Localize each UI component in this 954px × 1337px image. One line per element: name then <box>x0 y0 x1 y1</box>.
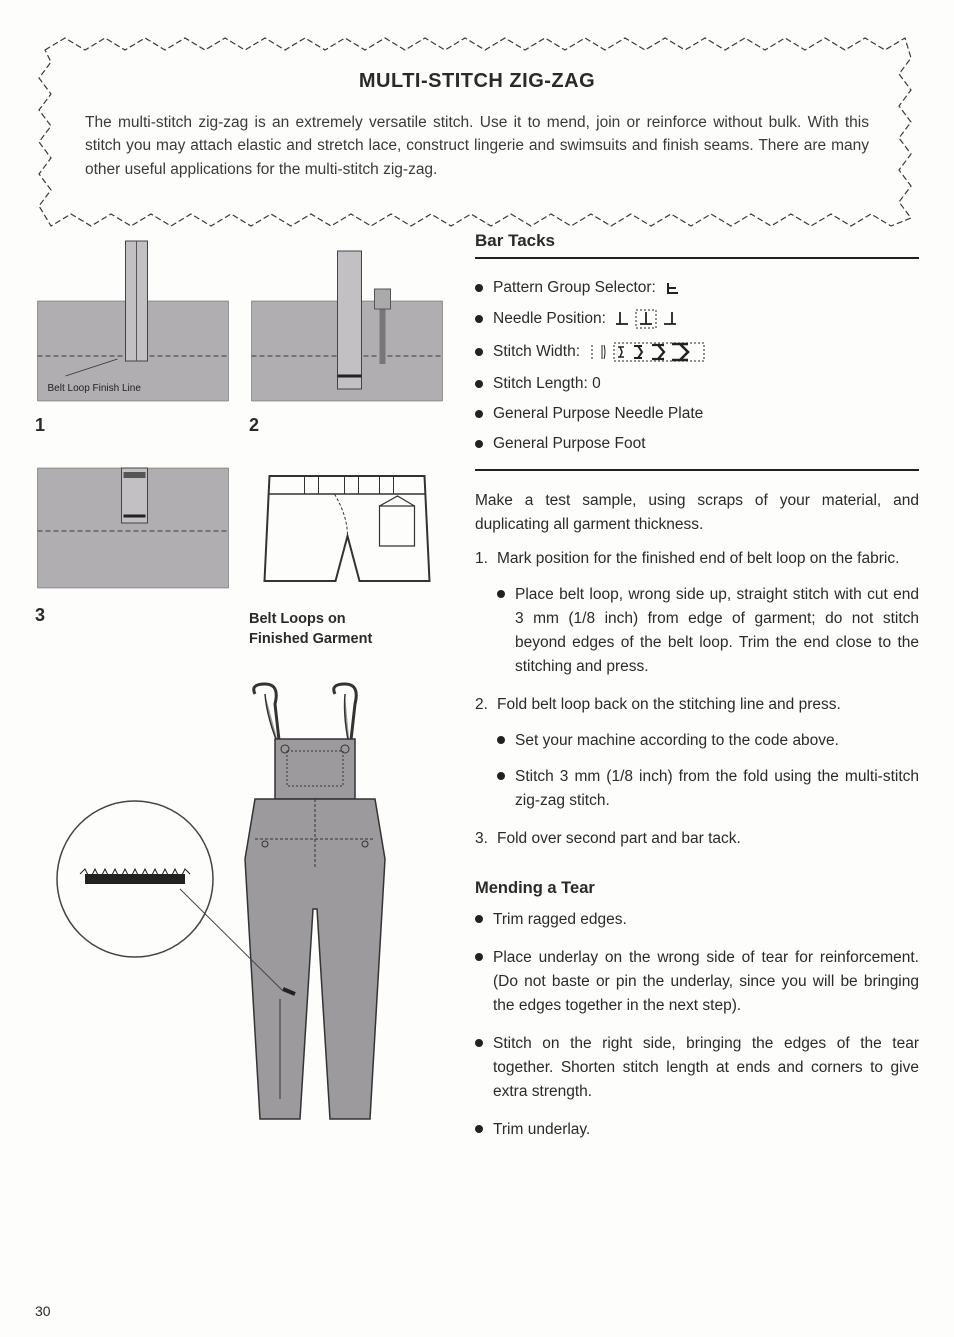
illustration-2: 2 <box>249 231 445 436</box>
mending-heading: Mending a Tear <box>475 879 919 898</box>
illustration-overalls <box>35 679 445 1154</box>
step-2-sub-2: Stitch 3 mm (1/8 inch) from the fold usi… <box>497 765 919 813</box>
shorts-caption: Belt Loops on Finished Garment <box>249 609 445 650</box>
illustration-1: Belt Loop Finish Line 1 <box>35 231 231 436</box>
setting-stitch-width: Stitch Width: <box>475 335 919 369</box>
step-3: Fold over second part and bar tack. <box>475 827 919 851</box>
illustrations-column: Belt Loop Finish Line 1 2 <box>35 231 445 1156</box>
needle-position-icon <box>614 309 684 329</box>
page-title: MULTI-STITCH ZIG-ZAG <box>85 70 869 93</box>
setting-pattern: Pattern Group Selector: <box>475 273 919 303</box>
bartacks-steps: Mark position for the finished end of be… <box>475 547 919 851</box>
divider <box>475 257 919 259</box>
stitch-width-icon <box>588 341 708 363</box>
bartacks-heading: Bar Tacks <box>475 231 919 251</box>
illustration-label-1: 1 <box>35 415 231 436</box>
setting-needle-plate: General Purpose Needle Plate <box>475 399 919 429</box>
setting-needle-position: Needle Position: <box>475 303 919 335</box>
mending-bullet-4: Trim underlay. <box>475 1118 919 1142</box>
panel1-caption: Belt Loop Finish Line <box>48 383 142 394</box>
pattern-selector-icon <box>664 279 682 297</box>
step-2: Fold belt loop back on the stitching lin… <box>475 693 919 813</box>
mending-bullet-3: Stitch on the right side, bringing the e… <box>475 1032 919 1104</box>
setting-stitch-length: Stitch Length: 0 <box>475 369 919 399</box>
intro-box: MULTI-STITCH ZIG-ZAG The multi-stitch zi… <box>35 30 919 211</box>
bartacks-intro: Make a test sample, using scraps of your… <box>475 489 919 537</box>
step-1-sub-1: Place belt loop, wrong side up, straight… <box>497 583 919 679</box>
mending-bullet-1: Trim ragged edges. <box>475 908 919 932</box>
instructions-column: Bar Tacks Pattern Group Selector: Needle… <box>475 231 919 1156</box>
setting-foot: General Purpose Foot <box>475 429 919 459</box>
illustration-label-2: 2 <box>249 415 445 436</box>
page-number: 30 <box>35 1303 51 1319</box>
mending-list: Trim ragged edges. Place underlay on the… <box>475 908 919 1142</box>
mending-bullet-2: Place underlay on the wrong side of tear… <box>475 946 919 1018</box>
illustration-3: 3 <box>35 466 231 650</box>
illustration-label-3: 3 <box>35 605 231 626</box>
illustration-shorts: Belt Loops on Finished Garment <box>249 466 445 650</box>
settings-list: Pattern Group Selector: Needle Position: <box>475 273 919 459</box>
step-2-sub-1: Set your machine according to the code a… <box>497 729 919 753</box>
intro-text: The multi-stitch zig-zag is an extremely… <box>85 111 869 181</box>
divider <box>475 469 919 471</box>
step-1: Mark position for the finished end of be… <box>475 547 919 679</box>
